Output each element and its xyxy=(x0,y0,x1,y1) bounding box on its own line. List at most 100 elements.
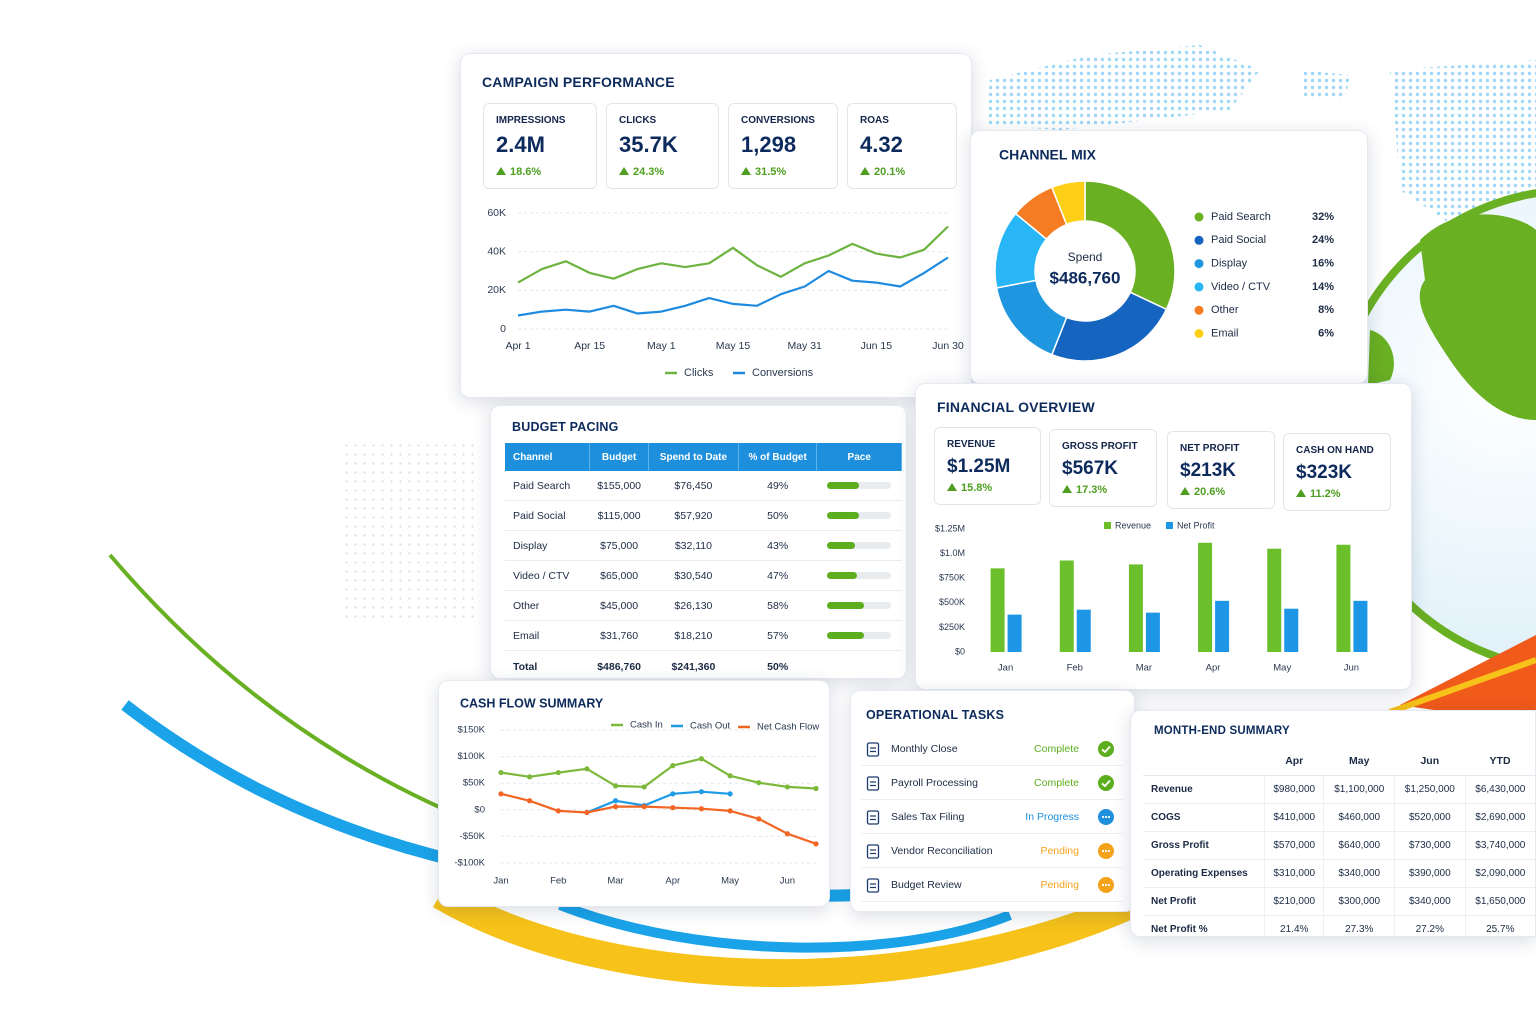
kpi-change: 15.8% xyxy=(961,482,993,494)
icon-board xyxy=(866,776,880,791)
bar xyxy=(1284,608,1299,652)
cell: $1,250,000 xyxy=(1394,775,1466,804)
card-title: CAMPAIGN PERFORMANCE xyxy=(482,74,675,90)
x-tick-label: Jan xyxy=(998,663,1013,674)
kpi-value: $567K xyxy=(1062,458,1118,479)
donut-center-label: Spend xyxy=(1068,250,1103,264)
pace-bar xyxy=(827,602,865,609)
pace-bar xyxy=(827,482,859,489)
cell: Video / CTV xyxy=(505,560,590,591)
campaign-chart: 0 20K 40K 60K Apr 1 Apr 15 May 1 May 15 May 31 Ju… xyxy=(487,207,964,379)
channel-card: CHANNEL MIX Paid Search 32% Paid Social 24%… xyxy=(970,130,1368,384)
header-row: Channel Budget Spend to Date% of Budget Pac… xyxy=(505,443,902,471)
cell: 58% xyxy=(738,590,817,621)
point xyxy=(612,798,619,804)
legend-label: Revenue xyxy=(1115,520,1151,530)
kpi-change: 20.1% xyxy=(874,166,906,178)
cell: $486,760 xyxy=(597,661,641,673)
row: Paid Social $115,000 $57,920 50% xyxy=(505,500,902,531)
series-line xyxy=(517,225,949,284)
swoosh xyxy=(1388,657,1536,715)
legend-label: Net Profit xyxy=(1177,520,1215,530)
row: Paid Search $155,000 $76,450 49% xyxy=(505,471,902,501)
header-cell: Jun xyxy=(1394,747,1466,776)
dot xyxy=(1104,849,1108,853)
header-cell: Channel xyxy=(505,443,591,471)
header-cell: % of Budget xyxy=(738,443,818,471)
cell: $65,000 xyxy=(589,560,649,591)
point xyxy=(784,831,790,837)
header-cell: May xyxy=(1323,747,1395,776)
campaign-card: CAMPAIGN PERFORMANCE 0 20K 40K 60K Apr 1 Apr … xyxy=(460,53,972,398)
cashflow-card: CASH FLOW SUMMARY -$100K -$50K $0 $50K $100K… xyxy=(438,680,830,907)
kpi-label: ROAS xyxy=(860,115,889,126)
x-tick-label: Feb xyxy=(550,876,566,887)
cell: 27.2% xyxy=(1394,915,1466,936)
kpi-value: 1,298 xyxy=(741,132,797,157)
cell: $57,920 xyxy=(648,500,739,531)
y-tick-label: 60K xyxy=(487,207,506,219)
legend-label: Clicks xyxy=(684,367,714,379)
legend-label: Paid Social xyxy=(1211,234,1266,246)
y-tick-label: $100K xyxy=(458,751,486,762)
y-tick-label: $1.0M xyxy=(940,548,965,558)
check xyxy=(1101,745,1111,754)
cell: $30,540 xyxy=(648,560,739,591)
pace-track xyxy=(827,512,892,519)
task-row: Payroll Processing Complete xyxy=(861,767,1123,800)
task-row: Monthly Close Complete xyxy=(861,733,1123,766)
task-status: Complete xyxy=(1034,777,1079,789)
check xyxy=(1101,779,1111,788)
point xyxy=(813,785,819,792)
point xyxy=(670,763,676,769)
x-tick-label: Jun 30 xyxy=(932,340,964,352)
legend-label: Conversions xyxy=(752,367,814,379)
kpi-value: 35.7K xyxy=(619,132,678,157)
legend-dot xyxy=(1194,259,1204,269)
legend-label: Cash In xyxy=(630,720,663,731)
header-cell xyxy=(1143,747,1265,776)
point xyxy=(698,789,705,795)
point xyxy=(727,791,733,797)
task-name: Sales Tax Filing xyxy=(891,811,965,823)
cell: $155,000 xyxy=(589,471,649,501)
x-tick-label: May 15 xyxy=(716,340,751,352)
legend-value: 16% xyxy=(1312,258,1334,270)
cell: $390,000 xyxy=(1394,859,1466,888)
bar xyxy=(1215,600,1230,652)
channel-chart: CHANNEL MIX Paid Search 32% Paid Social 24%… xyxy=(994,147,1334,362)
pace-cell xyxy=(816,471,902,501)
row: Net Profit % 21.4% 27.3% 27.2% 25.7% xyxy=(1143,915,1535,936)
point xyxy=(698,806,705,812)
pace-track xyxy=(827,572,892,579)
task-row: Sales Tax Filing In Progress xyxy=(861,801,1123,834)
kpi-label: REVENUE xyxy=(947,439,996,450)
task-icon xyxy=(866,742,880,757)
kpi-box: ROAS 4.32 20.1% xyxy=(847,103,957,189)
financial-card: FINANCIAL OVERVIEW $0 $250K $500K $750K $1.0… xyxy=(915,383,1412,690)
status-circle xyxy=(1098,741,1114,757)
cell: Revenue xyxy=(1143,775,1265,804)
total-row: Total $486,760 $241,360 50% xyxy=(505,651,902,679)
kpi-change: 31.5% xyxy=(755,166,787,178)
kpi-box: REVENUE $1.25M 15.8% xyxy=(934,427,1041,505)
legend-dot xyxy=(1194,212,1204,222)
kpi-box: CASH ON HAND $323K 11.2% xyxy=(1283,433,1391,511)
legend-label: Paid Search xyxy=(1211,211,1271,223)
series-line xyxy=(517,256,949,317)
legend-swatch xyxy=(1166,522,1173,529)
point xyxy=(756,816,762,822)
cell: $18,210 xyxy=(648,620,739,651)
x-tick-label: May 1 xyxy=(647,340,676,352)
row: Email $31,760 $18,210 57% xyxy=(505,620,902,651)
dot xyxy=(1104,815,1108,819)
kpi-value: $213K xyxy=(1180,460,1236,481)
kpi-up-arrow xyxy=(1180,487,1190,495)
cell: 21.4% xyxy=(1263,915,1324,936)
kpi-change: 17.3% xyxy=(1076,484,1108,496)
donut-slice xyxy=(1050,291,1168,362)
dot xyxy=(1107,883,1111,887)
status-icon xyxy=(1098,877,1114,893)
kpi-value: 4.32 xyxy=(860,132,903,157)
row: Video / CTV $65,000 $30,540 47% xyxy=(505,560,902,591)
